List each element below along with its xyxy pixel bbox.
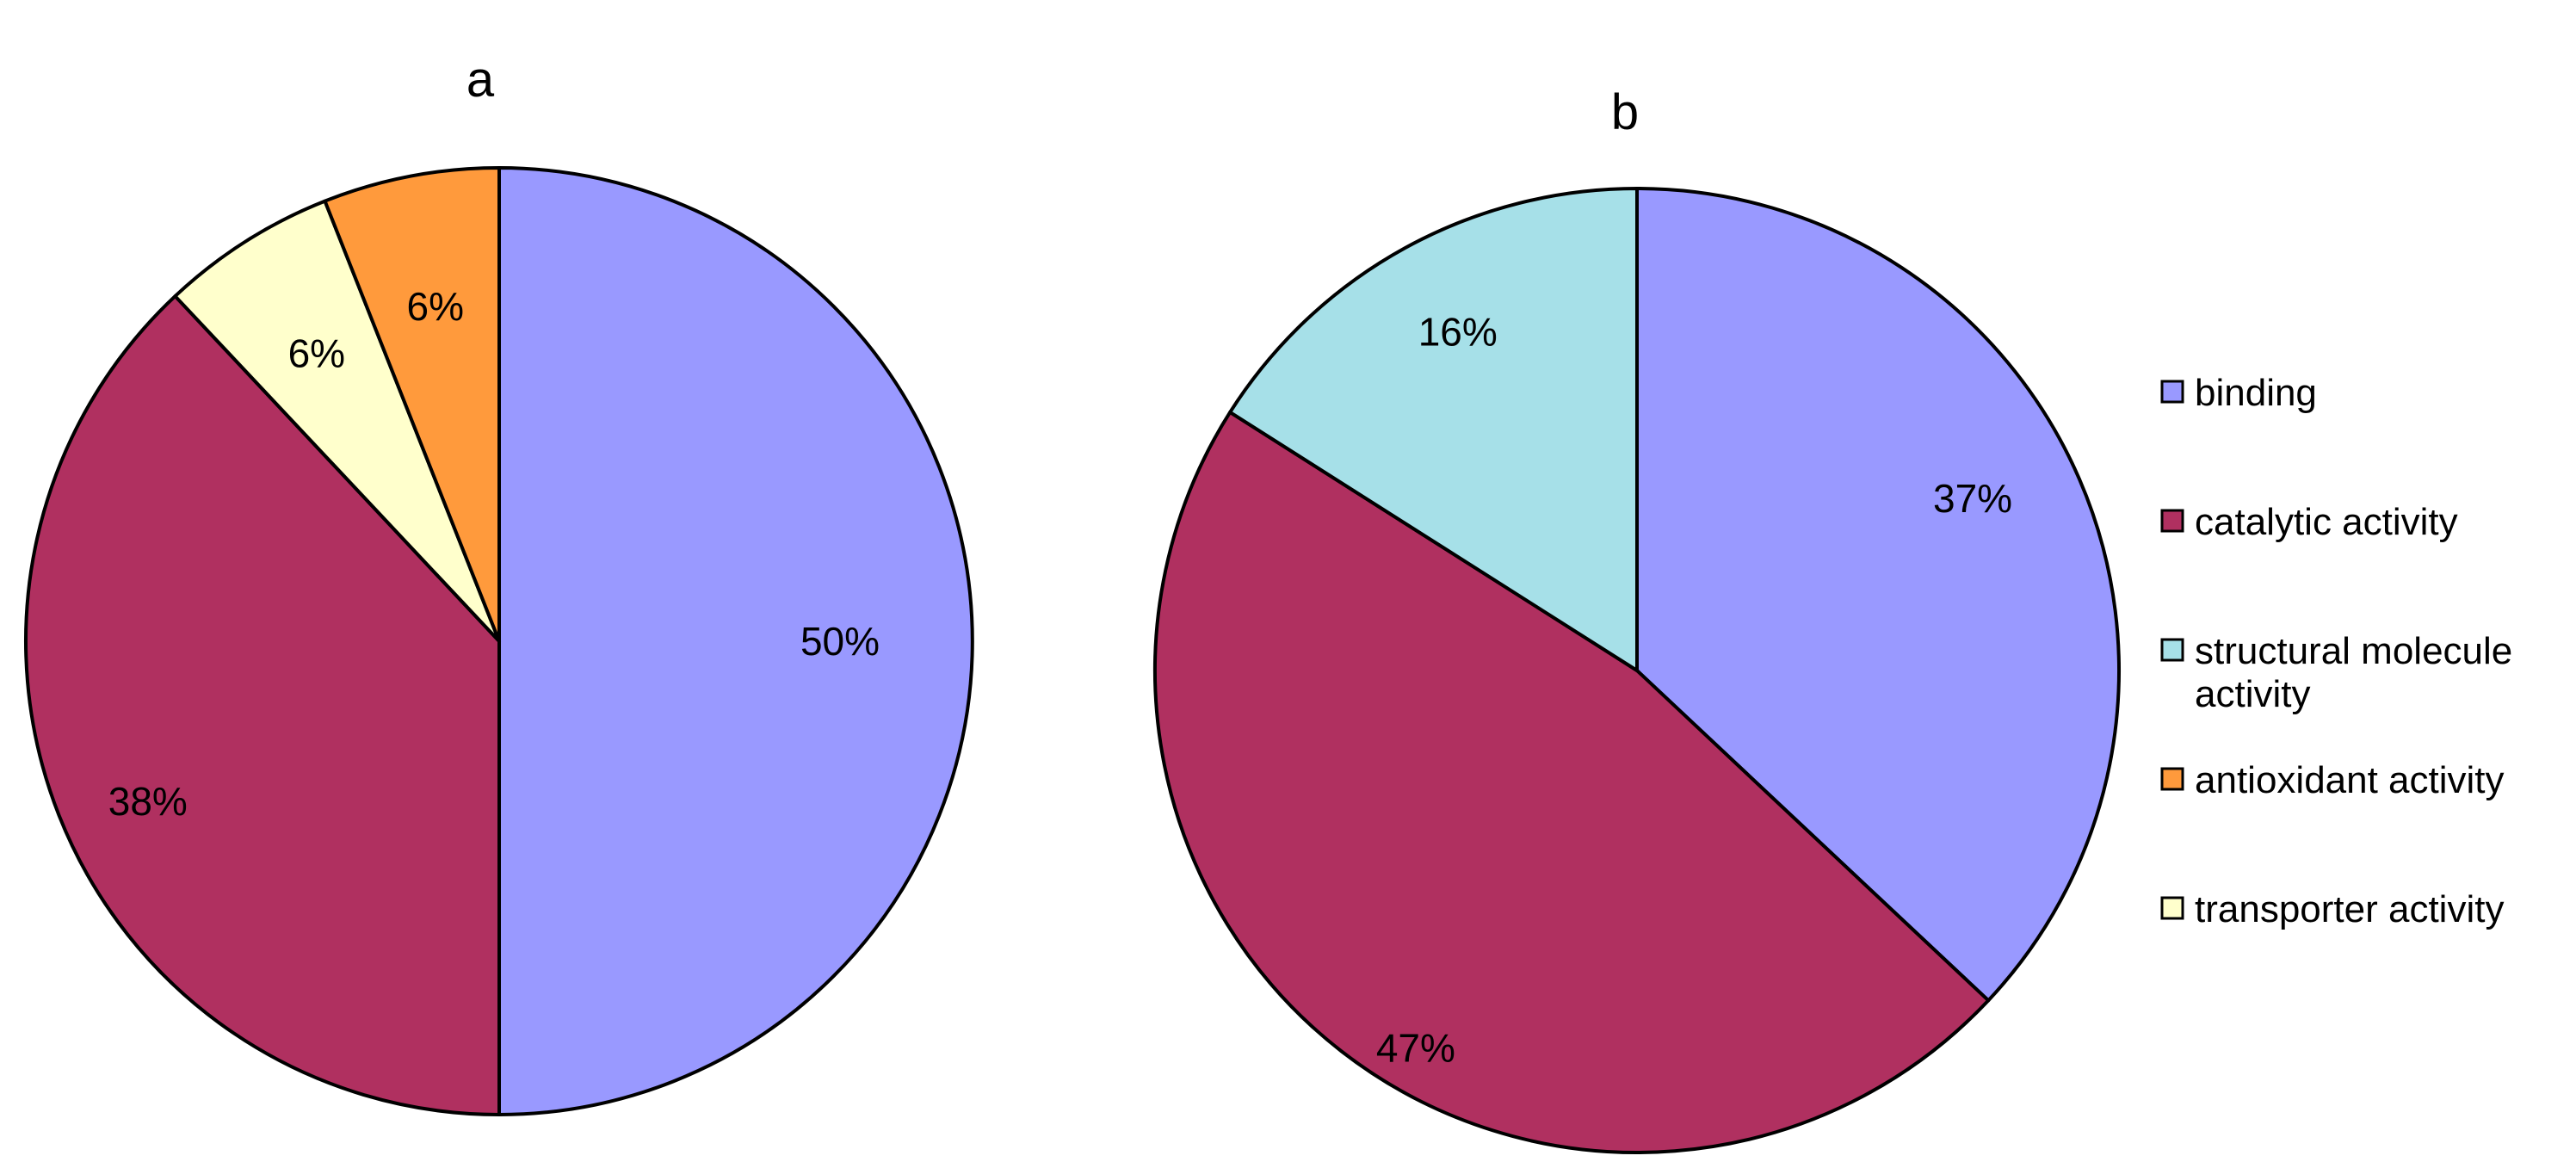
pie-b-label-catalytic-activity: 47% [1376, 1026, 1455, 1071]
pie-title-b: b [1611, 84, 1639, 140]
legend-label-transporter-activity: transporter activity [2195, 888, 2504, 930]
legend-item-antioxidant-activity: antioxidant activity [2160, 759, 2505, 801]
legend-item-binding: binding [2160, 372, 2317, 414]
pie-a-label-transporter-activity: 6% [288, 331, 345, 376]
pie-b-slice-catalytic-activity [1153, 410, 1991, 1154]
legend-label-structural-molecule-activity: structural molecule [2195, 630, 2512, 672]
pie-title-a: a [466, 52, 495, 108]
pie-chart-a: a 50% 38% 6% 6% [24, 52, 974, 1116]
pie-b-label-structural-molecule-activity: 16% [1418, 310, 1498, 355]
legend-swatch-binding [2160, 380, 2184, 404]
pie-a-slice-catalytic-activity [24, 294, 501, 1116]
pie-a-slice-binding [497, 166, 974, 1116]
pie-a-slice-transporter-activity [173, 199, 501, 643]
legend-label-catalytic-activity: catalytic activity [2195, 501, 2458, 543]
pie-b-label-binding: 37% [1933, 476, 2012, 521]
pie-a-label-binding: 50% [800, 619, 880, 664]
pie-a-label-antioxidant-activity: 6% [407, 284, 464, 329]
legend-swatch-transporter-activity [2160, 896, 2184, 920]
pie-a-slice-antioxidant-activity [323, 166, 501, 643]
pie-chart-b: b 37% 47% 16% [1153, 84, 2121, 1154]
legend-label-antioxidant-activity: antioxidant activity [2195, 759, 2505, 801]
pie-b-slice-structural-molecule-activity [1228, 187, 1639, 672]
pie-b-slice-binding [1635, 187, 2121, 1003]
pie-a-label-catalytic-activity: 38% [108, 779, 188, 824]
legend-swatch-structural-molecule-activity [2160, 638, 2184, 662]
legend-item-transporter-activity: transporter activity [2160, 888, 2504, 930]
legend-label-binding: binding [2195, 372, 2317, 414]
legend-label-structural-molecule-activity: activity [2195, 673, 2310, 715]
legend-swatch-antioxidant-activity [2160, 767, 2184, 791]
legend: binding catalytic activity structural mole… [2160, 372, 2512, 930]
legend-swatch-catalytic-activity [2160, 509, 2184, 533]
legend-item-catalytic-activity: catalytic activity [2160, 501, 2458, 543]
